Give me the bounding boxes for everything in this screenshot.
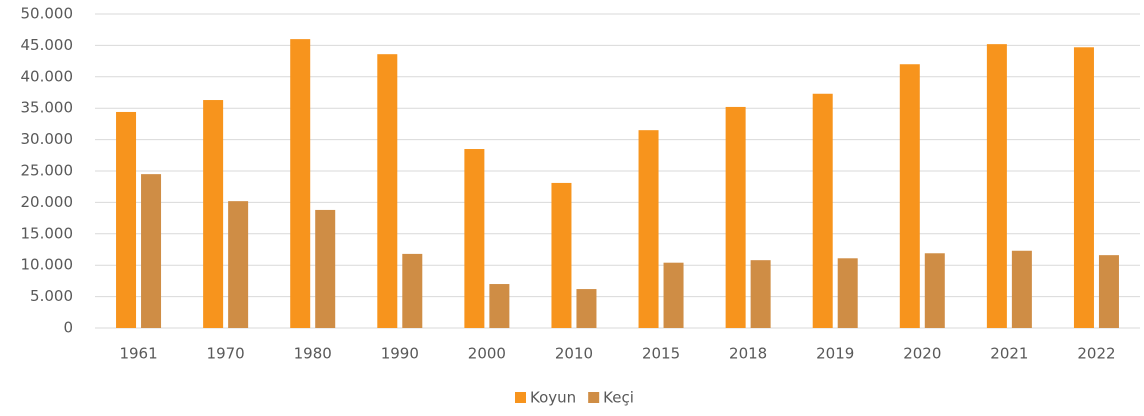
bar [141,174,162,328]
y-tick-label: 20.000 [21,193,74,211]
bar [464,149,485,328]
x-tick-label: 2021 [990,345,1028,363]
y-tick-label: 50.000 [21,5,74,23]
bar [1011,250,1032,328]
x-tick-label: 1980 [294,345,332,363]
bar [924,253,945,328]
bar [1098,255,1119,328]
bar [402,253,423,328]
y-tick-label: 40.000 [21,67,74,85]
x-tick-label: 2018 [729,345,767,363]
bar [986,44,1007,328]
bar [551,182,572,328]
y-tick-label: 5.000 [30,287,73,305]
bar [638,130,659,328]
bar [899,64,920,329]
legend-label: Keçi [603,389,634,407]
x-tick-label: 2022 [1077,345,1115,363]
legend-swatch [588,392,600,403]
bar [812,93,833,328]
x-tick-label: 1970 [207,345,245,363]
y-tick-label: 35.000 [21,99,74,117]
bar [315,209,336,328]
y-tick-label: 10.000 [21,256,74,274]
bar [663,262,684,328]
bar [290,39,311,329]
bar [725,106,746,328]
bar [377,54,398,328]
bar [203,100,224,328]
bar [576,289,597,328]
bar [228,201,249,328]
x-tick-label: 2019 [816,345,854,363]
bar [489,284,510,328]
bar [837,258,858,328]
legend-swatch [515,392,526,403]
y-tick-label: 30.000 [21,130,74,148]
x-tick-label: 1961 [119,345,157,363]
y-tick-label: 15.000 [21,224,74,242]
bar [116,111,137,328]
x-tick-label: 2015 [642,345,680,363]
x-tick-label: 2020 [903,345,941,363]
x-tick-label: 1990 [381,345,419,363]
y-tick-label: 0 [63,319,73,337]
legend-label: Koyun [530,389,576,407]
y-tick-label: 25.000 [21,162,74,180]
x-tick-label: 2010 [555,345,593,363]
y-tick-label: 45.000 [21,36,74,54]
bar [750,260,771,328]
bar [1073,47,1094,329]
x-tick-label: 2000 [468,345,506,363]
